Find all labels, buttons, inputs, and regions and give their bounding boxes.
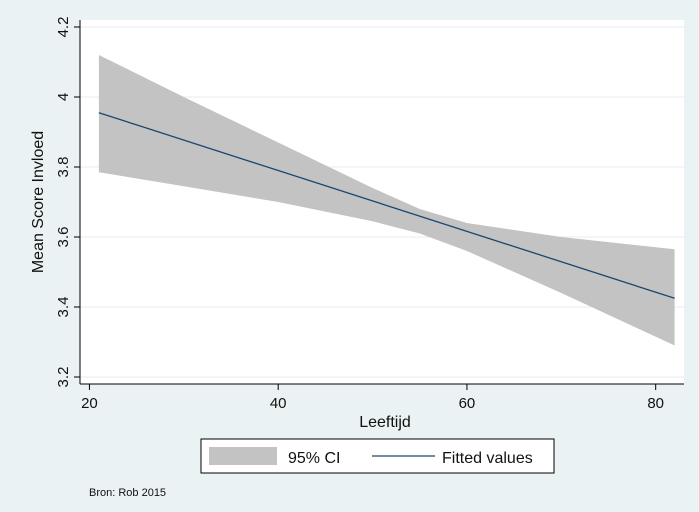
x-axis-title: Leeftijd [359, 414, 411, 431]
legend-label-fitted: Fitted values [442, 450, 533, 467]
source-note: Bron: Rob 2015 [89, 487, 166, 499]
legend: 95% CI Fitted values [200, 438, 555, 474]
x-axis-ticks: 20 40 60 80 [81, 384, 664, 412]
y-tick-label: 4.2 [55, 17, 72, 38]
ci-band-area [98, 55, 675, 346]
y-axis-title: Mean Score Invloed [30, 131, 47, 273]
fitted-values-line [98, 112, 675, 299]
y-tick-label: 3.4 [55, 297, 72, 318]
x-tick-label: 40 [270, 395, 287, 412]
x-tick-label: 20 [81, 395, 98, 412]
legend-label-ci: 95% CI [288, 450, 340, 467]
y-tick-label: 3.6 [55, 227, 72, 248]
y-tick-label: 3.2 [55, 367, 72, 388]
legend-swatch-ci [209, 447, 277, 465]
y-tick-label: 4 [55, 93, 72, 101]
x-tick-label: 60 [459, 395, 476, 412]
y-tick-label: 3.8 [55, 157, 72, 178]
x-tick-label: 80 [647, 395, 664, 412]
y-axis-ticks: 3.2 3.4 3.6 3.8 4 4.2 [55, 17, 80, 388]
